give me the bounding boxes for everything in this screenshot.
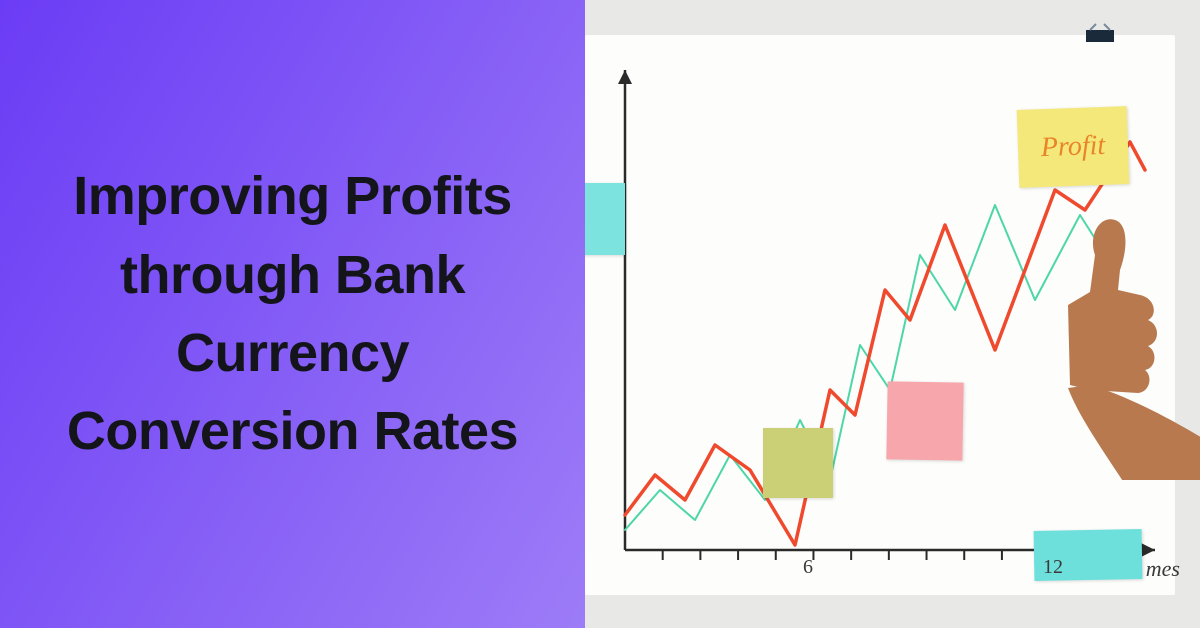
sticky-note-olive: [763, 428, 833, 498]
binder-clip-icon: [1082, 22, 1118, 48]
x-axis-tick-6: 6: [803, 556, 813, 579]
x-axis-tick-12: 12: [1043, 556, 1063, 579]
chart-panel: Profit 6 12 mes: [585, 0, 1200, 628]
title-panel: Improving Profits through Bank Currency …: [0, 0, 585, 628]
sticky-note-teal-left: [585, 183, 625, 255]
sticky-note-profit: Profit: [1017, 106, 1130, 188]
main-title: Improving Profits through Bank Currency …: [50, 157, 535, 470]
x-axis-unit-label: mes: [1146, 556, 1180, 582]
profit-label: Profit: [1040, 130, 1105, 164]
sticky-note-pink: [886, 381, 963, 460]
